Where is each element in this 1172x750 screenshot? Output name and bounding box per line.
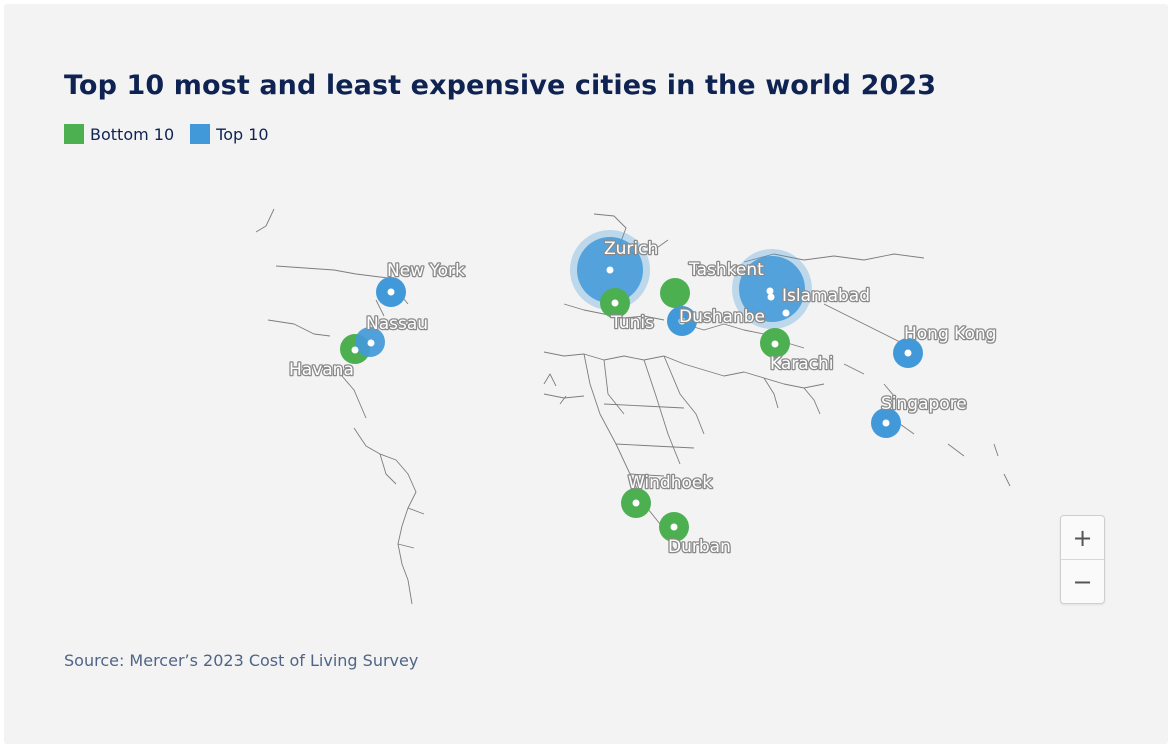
map-card: New York Nassau Havana Zurich Tunis Tash… <box>4 4 1168 744</box>
legend-swatch-bottom-10 <box>64 124 84 144</box>
city-label-tashkent: Tashkent <box>688 260 764 280</box>
green-marker-north-africa[interactable] <box>660 278 690 308</box>
zoom-controls: + − <box>1060 515 1105 604</box>
city-label-nassau: Nassau <box>366 314 428 334</box>
map-title: Top 10 most and least expensive cities i… <box>64 70 937 101</box>
legend-item-top-10[interactable]: Top 10 <box>190 124 269 144</box>
city-label-karachi: Karachi <box>770 354 834 374</box>
city-label-durban: Durban <box>668 537 731 557</box>
city-markers <box>340 230 923 542</box>
city-label-windhoek: Windhoek <box>628 473 712 493</box>
zoom-in-button[interactable]: + <box>1072 523 1093 552</box>
city-label-dushanbe: Dushanbe <box>679 307 765 327</box>
city-label-hong-kong: Hong Kong <box>904 324 996 344</box>
city-label-islamabad: Islamabad <box>782 286 870 306</box>
city-label-singapore: Singapore <box>881 394 967 414</box>
city-label-zurich: Zurich <box>604 239 658 259</box>
world-map[interactable]: New York Nassau Havana Zurich Tunis Tash… <box>4 4 1168 744</box>
legend-label-bottom-10: Bottom 10 <box>90 124 175 144</box>
city-label-new-york: New York <box>387 261 465 281</box>
legend-label-top-10: Top 10 <box>216 124 269 144</box>
legend-item-bottom-10[interactable]: Bottom 10 <box>64 124 174 144</box>
city-label-havana: Havana <box>289 360 354 380</box>
legend-swatch-top-10 <box>190 124 211 144</box>
city-dots <box>351 266 912 531</box>
zoom-out-button[interactable]: − <box>1061 559 1104 603</box>
legend: Bottom 10 Top 10 <box>64 124 269 144</box>
city-labels: New York Nassau Havana Zurich Tunis Tash… <box>288 238 998 559</box>
source-note: Source: Mercer’s 2023 Cost of Living Sur… <box>64 651 419 670</box>
city-label-tunis: Tunis <box>610 313 654 333</box>
